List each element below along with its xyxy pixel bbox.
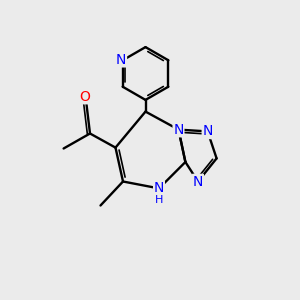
Text: N: N [116,53,126,67]
Text: N: N [202,124,213,138]
Text: H: H [155,195,163,205]
Text: O: O [80,90,90,104]
Text: N: N [154,182,164,195]
Text: N: N [193,175,203,188]
Text: N: N [173,123,184,136]
